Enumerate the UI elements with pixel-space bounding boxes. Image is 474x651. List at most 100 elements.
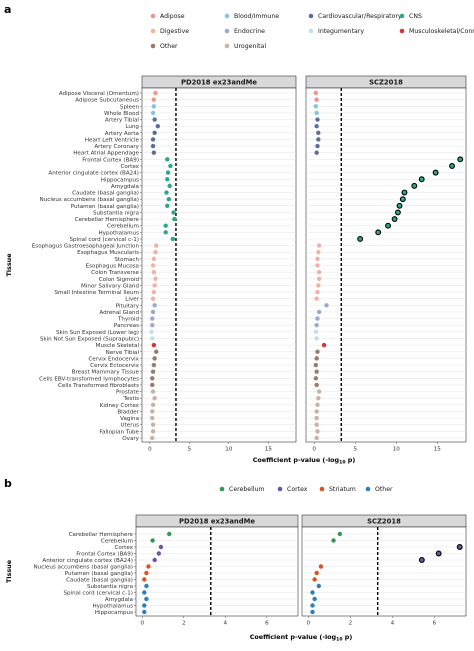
- legend-label: Urogenital: [234, 43, 266, 50]
- y-tick-label: Frontal Cortex (BA9): [76, 552, 133, 558]
- data-point: [163, 223, 168, 228]
- data-point: [315, 143, 320, 149]
- legend-marker: [219, 486, 225, 492]
- y-tick-label: Hypothalamus: [92, 604, 133, 610]
- y-tick-label: Stomach: [114, 257, 139, 263]
- y-tick-label: Artery Tibial: [105, 118, 139, 124]
- y-tick-label: Lung: [125, 124, 139, 130]
- data-point: [164, 190, 169, 195]
- y-tick-label: Adipose Visceral (Omentum): [59, 91, 139, 97]
- data-point: [152, 356, 157, 361]
- y-tick-label: Adipose Subcutaneous: [75, 98, 139, 104]
- x-tick-label: 10: [393, 447, 401, 453]
- y-tick-label: Cerebellum: [101, 539, 133, 545]
- data-point: [449, 163, 456, 169]
- data-point: [318, 564, 324, 569]
- data-point: [151, 362, 157, 368]
- y-tick-label: Esophagus Mucosa: [86, 264, 139, 270]
- data-point: [150, 336, 155, 341]
- legend-label: Musculoskeletal/Connective: [409, 28, 474, 35]
- facet-panel: [141, 87, 297, 443]
- y-tick-label: Substantia nigra: [93, 210, 139, 216]
- y-tick-label: Spinal cord (cervical c-1): [69, 237, 139, 243]
- data-point: [312, 596, 317, 602]
- data-point: [331, 538, 336, 543]
- data-point: [312, 577, 317, 582]
- data-point: [396, 202, 403, 209]
- y-tick-label: Caudate (basal ganglia): [66, 578, 133, 584]
- y-tick-label: Testis: [123, 396, 140, 402]
- data-point: [152, 395, 157, 401]
- facet-panel: [305, 87, 467, 443]
- data-point: [399, 196, 406, 203]
- data-point: [150, 409, 155, 414]
- data-point: [150, 369, 156, 374]
- data-point: [170, 236, 175, 242]
- data-point: [163, 230, 168, 235]
- y-tick-label: Ovary: [122, 436, 139, 442]
- data-point: [432, 169, 439, 176]
- data-point: [315, 316, 320, 321]
- y-tick-label: Esophagus Muscularis: [77, 250, 139, 256]
- data-point: [435, 550, 442, 557]
- data-point: [456, 544, 463, 550]
- data-point: [150, 296, 156, 301]
- x-tick-label: 0: [140, 621, 144, 627]
- y-tick-label: Minor Salivary Gland: [81, 283, 140, 289]
- legend-label: Striatum: [329, 486, 356, 493]
- data-point: [151, 104, 157, 109]
- legend-label: Adipose: [160, 13, 185, 20]
- x-axis-title: Coefficient p-value (-log10 p): [253, 456, 356, 466]
- y-tick-label: Nucleus accumbens (basal ganglia): [40, 197, 139, 203]
- legend-marker: [277, 486, 283, 492]
- data-point: [154, 349, 159, 354]
- data-point: [314, 296, 319, 301]
- data-point: [150, 538, 155, 543]
- legend-label: CNS: [409, 13, 422, 20]
- data-point: [155, 123, 160, 129]
- legend-label: Digestive: [160, 28, 189, 35]
- data-point: [171, 210, 176, 215]
- data-point: [150, 382, 155, 388]
- data-point: [337, 531, 343, 537]
- legend-label: Cortex: [287, 486, 308, 493]
- data-point: [150, 429, 156, 434]
- data-point: [314, 123, 319, 129]
- y-tick-label: Hippocampus: [101, 177, 139, 183]
- y-tick-label: Skin Sun Exposed (Lower leg): [56, 330, 139, 336]
- legend-label: Endocrine: [234, 28, 265, 35]
- data-point: [316, 309, 322, 315]
- data-point: [315, 429, 320, 434]
- y-tick-label: Cells Transformed fibroblasts: [58, 383, 139, 389]
- x-axis-title: Coefficient p-value (-log10 p): [250, 633, 353, 643]
- y-tick-label: Heart Atrial Appendage: [73, 151, 139, 157]
- data-point: [150, 137, 156, 142]
- legend-marker: [224, 43, 230, 49]
- x-tick-label: 10: [225, 447, 233, 453]
- data-point: [324, 303, 329, 308]
- data-point: [146, 564, 151, 569]
- y-tick-label: Caudate (basal ganglia): [72, 191, 139, 197]
- x-tick-label: 0: [312, 447, 316, 453]
- data-point: [151, 150, 157, 155]
- y-tick-label: Spinal cord (cervical c-1): [63, 591, 133, 597]
- data-point: [401, 189, 408, 196]
- facet-panel: [301, 526, 467, 617]
- y-tick-label: Skin Not Sun Exposed (Suprapubic): [40, 336, 139, 342]
- data-point: [314, 336, 319, 341]
- data-point: [150, 435, 155, 441]
- x-tick-label: 2: [182, 621, 186, 627]
- facet-title: SCZ2018: [369, 78, 403, 86]
- legend-label: Cardiovascular/Respiratory: [318, 13, 402, 20]
- data-point: [168, 163, 173, 169]
- data-point: [313, 376, 319, 381]
- data-point: [375, 229, 382, 236]
- y-tick-label: Cerebellum: [107, 224, 139, 230]
- y-tick-label: Esophagus Gastroesophageal Junction: [32, 244, 140, 250]
- data-point: [165, 177, 170, 182]
- data-point: [152, 303, 157, 308]
- data-point: [418, 176, 425, 183]
- data-point: [167, 531, 172, 537]
- y-tick-label: Kidney Cortex: [100, 403, 140, 409]
